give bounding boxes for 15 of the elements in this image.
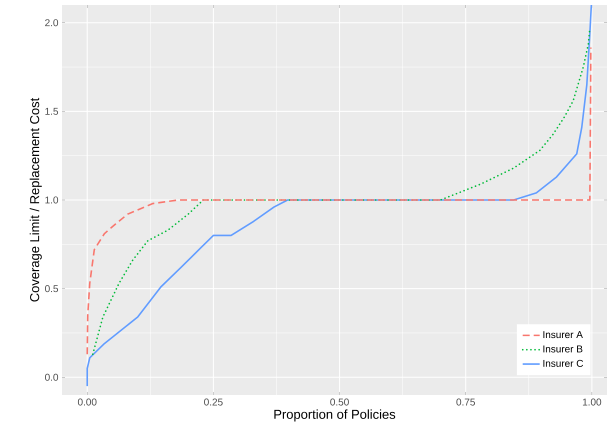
legend-label: Insurer A (543, 331, 583, 338)
x-tick-label: 0.00 (78, 398, 97, 406)
x-tick-label: 0.25 (204, 398, 223, 406)
y-tick-label: 0.0 (45, 374, 58, 381)
y-tick-label: 1.0 (45, 196, 58, 204)
y-tick-label: 0.5 (45, 285, 58, 292)
x-tick-label: 0.50 (330, 398, 349, 406)
x-axis-title: Proportion of Policies (274, 409, 396, 422)
x-tick-label: 1.00 (582, 398, 602, 406)
legend-label: Insurer B (543, 346, 582, 352)
x-tick-label: 0.75 (456, 398, 475, 406)
y-axis-title: Coverage Limit / Replacement Cost (30, 98, 42, 302)
y-tick-label: 2.0 (45, 19, 58, 26)
legend-label: Insurer C (543, 360, 584, 367)
y-tick-label: 1.5 (45, 108, 58, 115)
